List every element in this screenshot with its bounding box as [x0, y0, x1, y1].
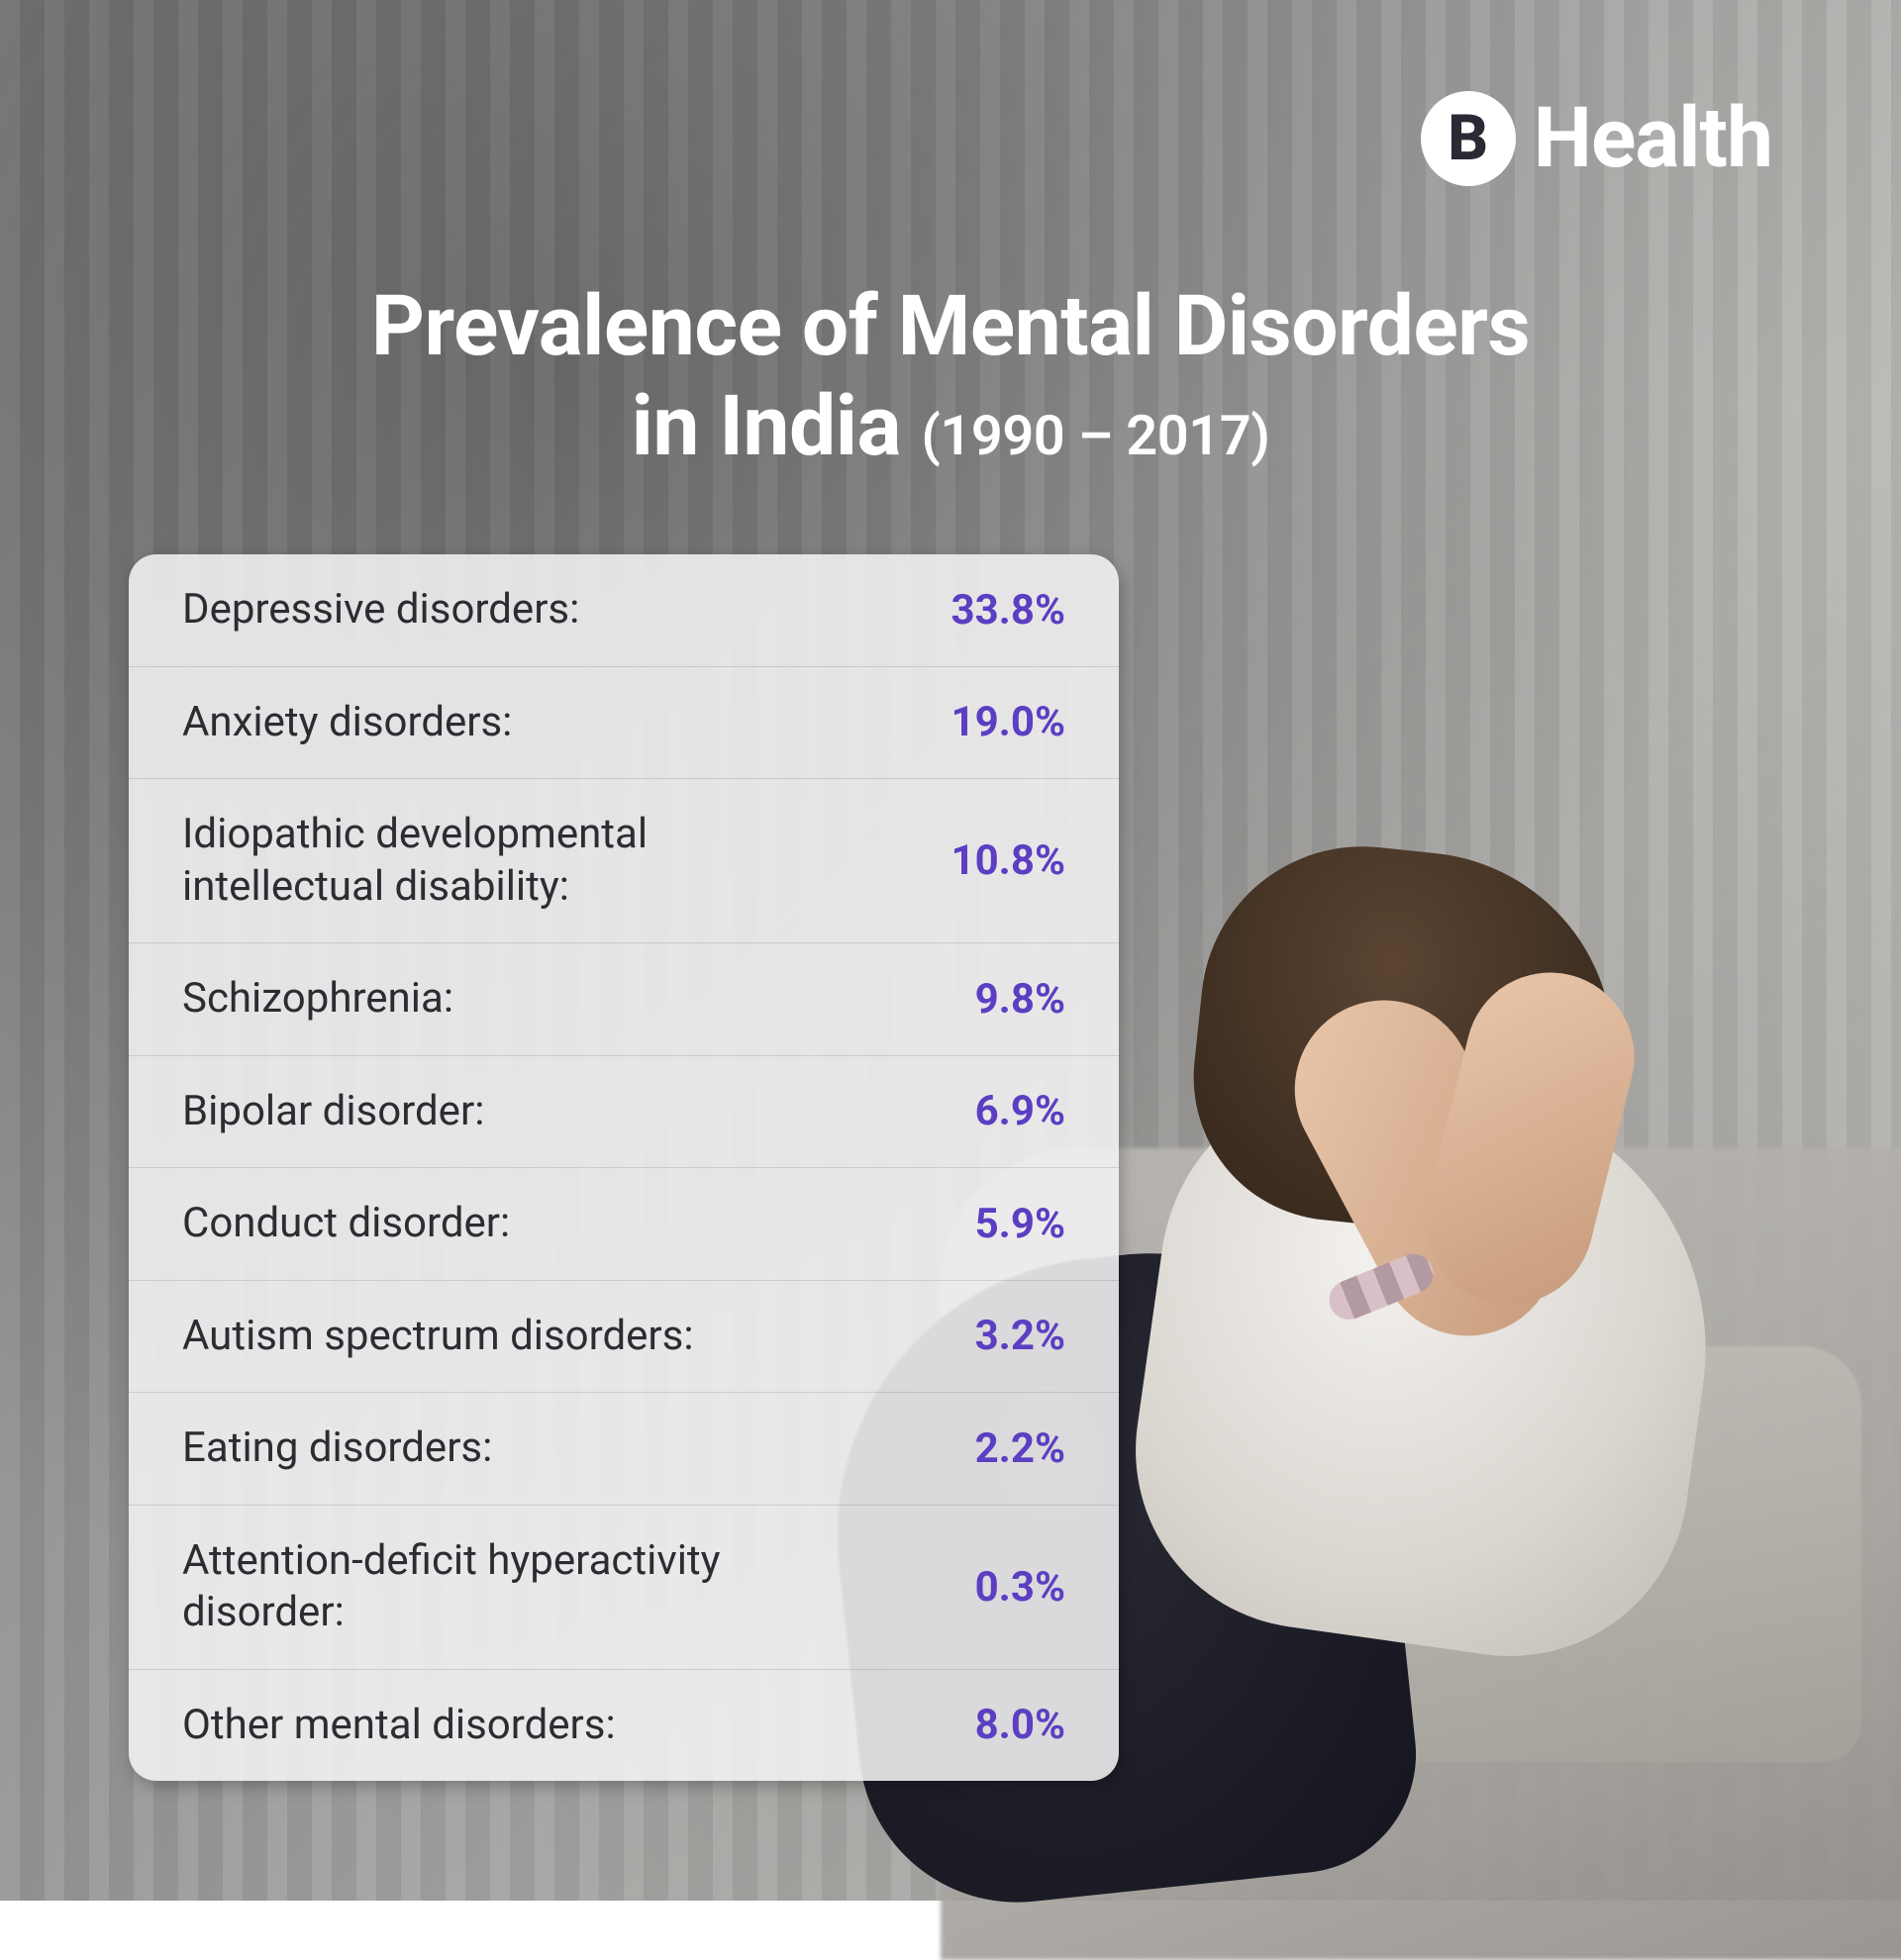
- brand-logo: B Health: [1421, 89, 1772, 187]
- table-row: Depressive disorders: 33.8%: [129, 554, 1119, 666]
- table-row: Autism spectrum disorders: 3.2%: [129, 1280, 1119, 1393]
- table-row: Schizophrenia: 9.8%: [129, 942, 1119, 1055]
- row-value: 33.8%: [950, 586, 1065, 635]
- row-label: Idiopathic developmental intellectual di…: [182, 809, 855, 913]
- data-card: Depressive disorders: 33.8% Anxiety disord…: [129, 554, 1119, 1781]
- row-label: Eating disorders:: [182, 1422, 492, 1475]
- infographic-canvas: B Health Prevalence of Mental Disorders …: [0, 0, 1901, 1901]
- row-value: 3.2%: [975, 1312, 1065, 1360]
- row-label: Bipolar disorder:: [182, 1086, 484, 1138]
- row-label: Other mental disorders:: [182, 1700, 616, 1752]
- row-label: Attention-deficit hyperactivity disorder…: [182, 1535, 855, 1639]
- brand-logo-letter: B: [1448, 101, 1488, 175]
- row-value: 2.2%: [975, 1424, 1065, 1473]
- row-value: 9.8%: [975, 975, 1065, 1024]
- title-line-1: Prevalence of Mental Disorders: [0, 277, 1901, 377]
- row-value: 8.0%: [975, 1701, 1065, 1749]
- row-label: Depressive disorders:: [182, 584, 579, 637]
- row-value: 0.3%: [975, 1563, 1065, 1612]
- table-row: Other mental disorders: 8.0%: [129, 1669, 1119, 1782]
- row-label: Anxiety disorders:: [182, 697, 512, 749]
- row-value: 6.9%: [975, 1087, 1065, 1135]
- table-row: Anxiety disorders: 19.0%: [129, 666, 1119, 779]
- row-value: 10.8%: [950, 836, 1065, 885]
- table-row: Eating disorders: 2.2%: [129, 1392, 1119, 1505]
- brand-logo-mark: B: [1421, 91, 1516, 186]
- title-line-2-prefix: in India: [632, 377, 922, 475]
- row-label: Schizophrenia:: [182, 973, 453, 1026]
- brand-logo-text: Health: [1534, 89, 1772, 187]
- table-row: Conduct disorder: 5.9%: [129, 1167, 1119, 1280]
- title-line-2: in India (1990 – 2017): [0, 377, 1901, 477]
- title-year-range: (1990 – 2017): [921, 403, 1269, 468]
- table-row: Bipolar disorder: 6.9%: [129, 1055, 1119, 1168]
- row-label: Conduct disorder:: [182, 1198, 510, 1250]
- table-row: Idiopathic developmental intellectual di…: [129, 778, 1119, 942]
- page-title: Prevalence of Mental Disorders in India …: [0, 277, 1901, 477]
- row-label: Autism spectrum disorders:: [182, 1311, 694, 1363]
- table-row: Attention-deficit hyperactivity disorder…: [129, 1505, 1119, 1669]
- row-value: 5.9%: [975, 1200, 1065, 1248]
- row-value: 19.0%: [950, 698, 1065, 746]
